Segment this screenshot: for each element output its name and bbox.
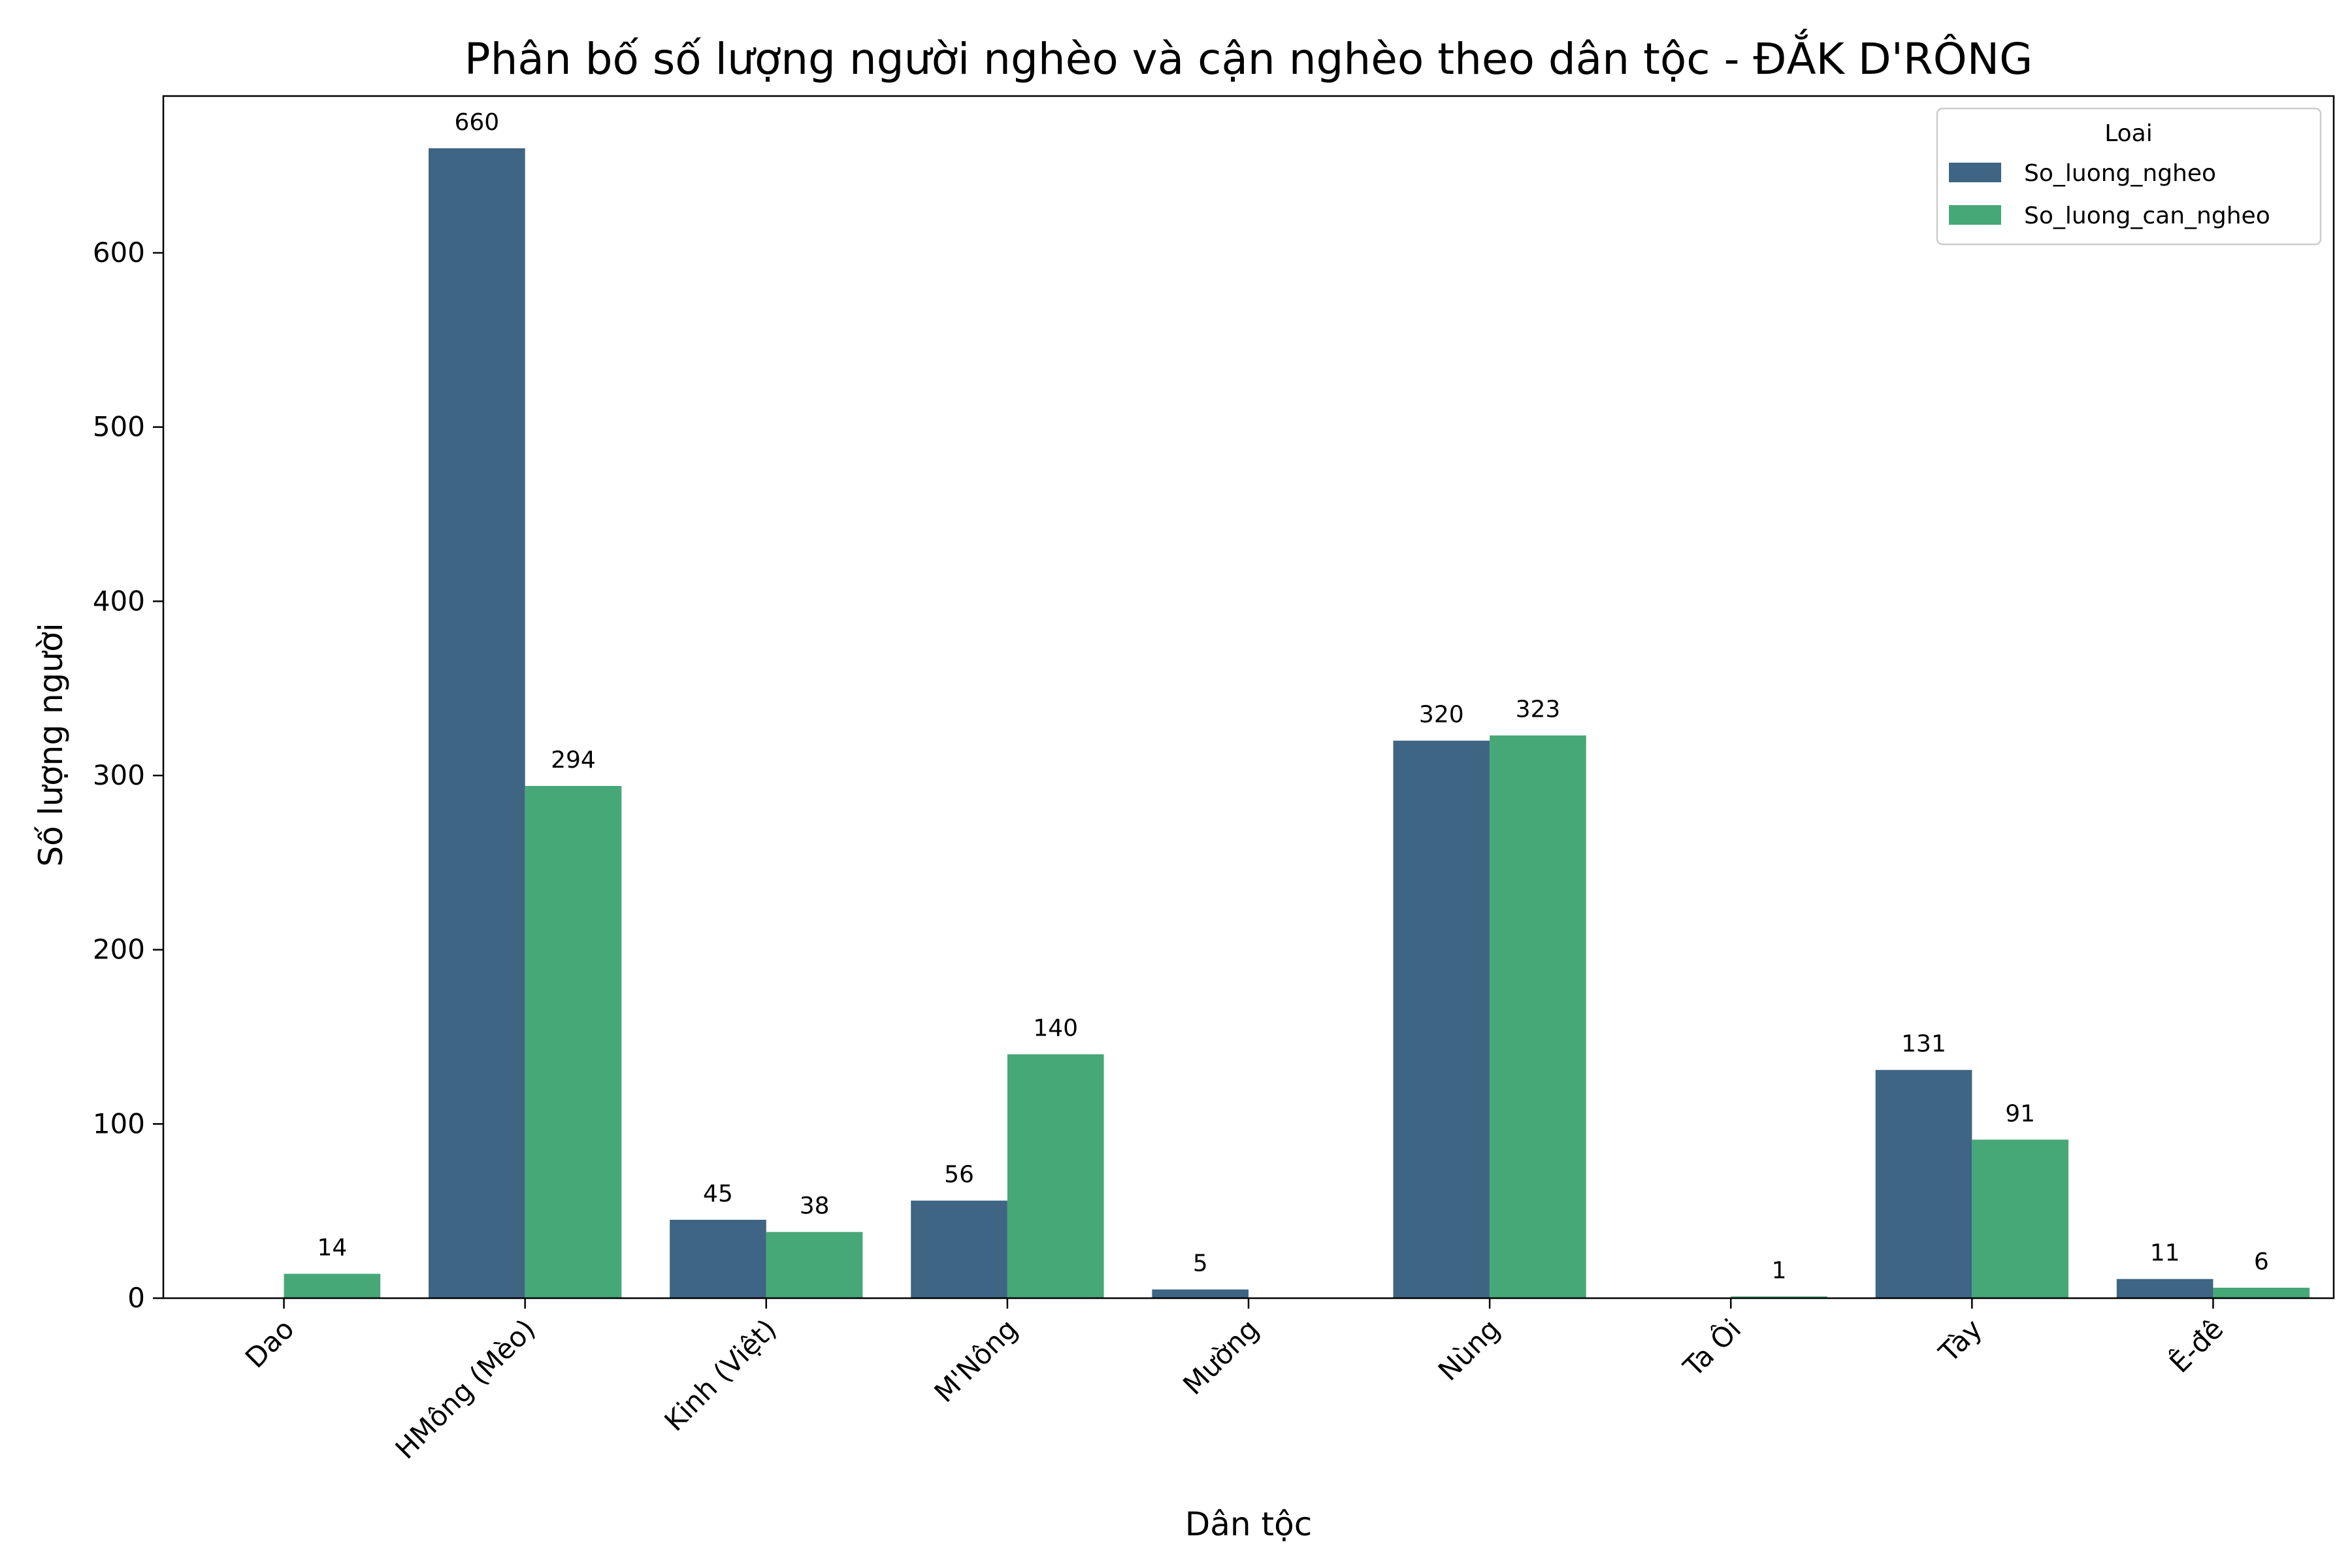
bar-so-luong-ngheo-muong [1152, 1289, 1249, 1298]
legend-swatch-so-luong-ngheo [1949, 163, 2001, 182]
legend-label-so-luong-can-ngheo: So_luong_can_ngheo [2024, 203, 2270, 229]
data-label: 45 [703, 1181, 733, 1207]
bar-so-luong-can-ngheo-dao [284, 1273, 381, 1298]
y-tick-label: 200 [93, 934, 145, 966]
data-label: 5 [1193, 1250, 1208, 1277]
y-tick-label: 100 [93, 1107, 145, 1139]
data-label: 1 [1772, 1257, 1787, 1284]
legend-swatch-so-luong-can-ngheo [1949, 205, 2001, 225]
bar-so-luong-ngheo-m-nong [911, 1200, 1007, 1298]
data-label: 11 [2150, 1240, 2180, 1267]
y-tick-label: 300 [93, 759, 145, 791]
data-label: 320 [1419, 702, 1464, 728]
legend-label-so-luong-ngheo: So_luong_ngheo [2024, 160, 2216, 187]
bar-so-luong-can-ngheo-ta-oi [1731, 1296, 1827, 1298]
data-label: 131 [1901, 1031, 1946, 1058]
data-label: 38 [800, 1193, 830, 1220]
data-label: 91 [2005, 1100, 2035, 1127]
bar-so-luong-can-ngheo-nung [1490, 735, 1586, 1298]
data-label: 660 [454, 109, 499, 136]
bar-so-luong-can-ngheo-hmong-meo [525, 786, 622, 1298]
data-label: 56 [944, 1162, 974, 1188]
bar-so-luong-ngheo-hmong-meo [429, 148, 525, 1298]
x-axis-label: Dân tộc [1185, 1505, 1312, 1543]
bar-so-luong-can-ngheo-m-nong [1007, 1054, 1104, 1298]
y-tick-label: 600 [93, 237, 145, 269]
bar-so-luong-can-ngheo-kinh-viet [766, 1232, 863, 1298]
data-label: 6 [2254, 1249, 2269, 1275]
plot-area-frame [162, 95, 2335, 1299]
bar-so-luong-ngheo-tay [1875, 1070, 1972, 1298]
y-tick-label: 0 [127, 1282, 145, 1314]
chart-title: Phân bố số lượng người nghèo và cận nghè… [465, 29, 2033, 84]
y-tick-label: 500 [93, 411, 145, 443]
legend: Loai So_luong_ngheo So_luong_can_ngheo [1936, 107, 2322, 246]
bar-series-group: 660 45 56 5 320 131 11 14 294 38 140 323 1 91 6 [284, 109, 2310, 1298]
bar-so-luong-can-ngheo-e-de [2213, 1288, 2310, 1298]
data-label: 294 [551, 747, 596, 774]
y-axis-label: Số lượng người [32, 623, 70, 866]
data-label: 140 [1033, 1015, 1078, 1042]
legend-box [1936, 107, 2322, 246]
bar-so-luong-ngheo-e-de [2116, 1279, 2213, 1298]
data-label: 323 [1516, 696, 1561, 723]
y-axis-ticks: 0 100 200 300 400 500 600 [93, 237, 163, 1314]
y-tick-label: 400 [93, 585, 145, 617]
bar-so-luong-ngheo-kinh-viet [670, 1220, 766, 1298]
data-label: 14 [317, 1235, 347, 1262]
bar-so-luong-ngheo-nung [1393, 740, 1490, 1298]
legend-title: Loai [2104, 120, 2153, 147]
bar-so-luong-can-ngheo-tay [1972, 1139, 2068, 1298]
